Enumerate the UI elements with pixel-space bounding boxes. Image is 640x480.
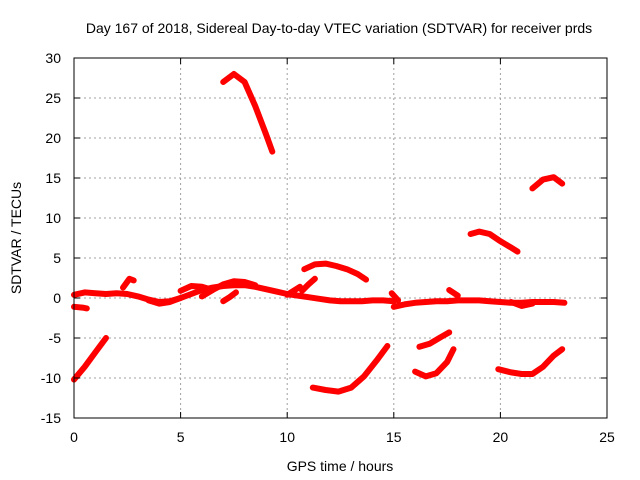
series-arc-7 <box>198 278 259 300</box>
chart-title: Day 167 of 2018, Sidereal Day-to-day VTE… <box>86 20 592 36</box>
series-arc-22 <box>529 174 566 192</box>
series-arc-21 <box>495 346 566 377</box>
series-arc-16 <box>446 287 461 299</box>
x-tick-label: 25 <box>599 429 615 445</box>
series-arc-11 <box>299 275 318 294</box>
grid-lines <box>74 58 607 418</box>
x-tick-label: 20 <box>493 429 509 445</box>
x-tick-label: 0 <box>70 429 78 445</box>
y-tick-label: 5 <box>53 250 61 266</box>
series-arc-3 <box>71 282 397 305</box>
tick-labels: 0 5 10 15 20 25 -15 -10 -5 0 5 10 15 20 25 30 <box>41 50 615 445</box>
y-tick-label: -10 <box>41 370 61 386</box>
y-tick-label: 0 <box>53 290 61 306</box>
series-arc-10 <box>284 283 303 298</box>
series-arc-6 <box>177 283 216 294</box>
series-arc-9 <box>220 71 276 155</box>
x-axis-label: GPS time / hours <box>287 458 394 474</box>
y-tick-label: 25 <box>45 90 61 106</box>
plot-frame <box>73 57 608 419</box>
data-series <box>71 71 568 395</box>
y-axis-label: SDTVAR / TECUs <box>8 182 24 294</box>
series-arc-12 <box>301 260 370 283</box>
axis-ticks <box>73 57 608 419</box>
y-tick-label: 20 <box>45 130 61 146</box>
y-tick-label: 30 <box>45 50 61 66</box>
series-arc-19 <box>416 329 453 350</box>
x-tick-label: 15 <box>386 429 402 445</box>
y-tick-label: -5 <box>49 330 62 346</box>
x-tick-label: 5 <box>177 429 185 445</box>
series-arc-15 <box>388 290 402 304</box>
y-tick-label: 15 <box>45 170 61 186</box>
x-tick-label: 10 <box>279 429 295 445</box>
y-tick-label: 10 <box>45 210 61 226</box>
series-arc-4 <box>120 275 137 291</box>
series-arc-2 <box>71 303 90 312</box>
series-arc-18 <box>412 346 457 380</box>
series-arc-20 <box>467 228 521 255</box>
series-arc-17 <box>508 299 536 309</box>
series-arc-5 <box>145 295 184 307</box>
y-tick-label: -15 <box>41 410 61 426</box>
series-arc-1 <box>71 335 109 383</box>
series-arc-13 <box>309 343 391 395</box>
series-arc-14 <box>390 297 568 310</box>
series-arc-8 <box>220 289 239 305</box>
